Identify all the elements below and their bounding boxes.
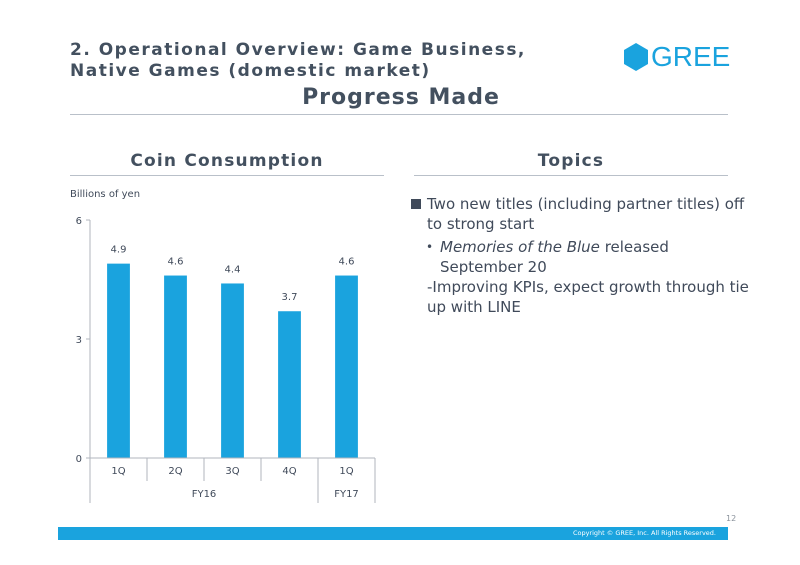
copyright: Copyright © GREE, Inc. All Rights Reserv… [572,529,716,537]
headline-text: Progress Made [302,85,500,110]
bar [335,275,358,458]
right-section-divider [414,175,728,176]
y-tick-label: 3 [76,335,82,346]
topics-list: Two new titles (including partner titles… [411,194,751,317]
hexagon-logo-icon [624,43,648,71]
topic-sub-text: Memories of the Blue released September … [440,237,751,277]
header-divider [70,114,728,115]
topic-sub-rest: released September 20 [440,238,669,276]
group-label: FY17 [334,489,359,500]
gree-logo: GREE [623,40,730,74]
group-label: FY16 [192,489,217,500]
data-label: 4.9 [111,245,127,256]
data-label: 4.4 [225,264,241,275]
slide-title-line-1: 2. Operational Overview: Game Business, [70,40,526,60]
topics-title: Topics [537,151,605,171]
coin-consumption-title: Coin Consumption [130,151,324,171]
data-label: 3.7 [282,292,298,303]
x-tick-label: 4Q [282,466,296,477]
x-tick-label: 1Q [339,466,353,477]
topic-note: -Improving KPIs, expect growth through t… [427,278,749,316]
y-tick-label: 0 [76,454,82,465]
dot-bullet-icon: • [426,240,434,254]
left-section-divider [70,175,384,176]
slide-title: 2. Operational Overview: Game Business, … [70,40,590,82]
logo-text: GREE [651,41,731,72]
x-tick-label: 3Q [225,466,239,477]
x-tick-label: 1Q [111,466,125,477]
chart-unit-label: Billions of yen [70,189,141,200]
data-label: 4.6 [339,257,355,268]
bar [107,263,130,458]
square-bullet-icon [411,199,421,209]
game-title: Memories of the Blue [440,238,600,256]
topic-main-text: Two new titles (including partner titles… [427,195,745,233]
data-label: 4.6 [168,257,184,268]
slide-title-line-2: Native Games (domestic market) [70,61,431,81]
coin-consumption-chart: 0 3 6 4.9 4.6 4.4 3.7 4.6 1Q 2Q 3Q 4Q 1Q FY16 FY17 [76,216,376,503]
page-number: 12 [726,514,737,523]
bar [278,311,301,458]
bar [221,283,244,458]
topic-item: Two new titles (including partner titles… [411,194,751,234]
topic-sub-item: • Memories of the Blue released Septembe… [426,237,751,277]
footer-bar: Copyright © GREE, Inc. All Rights Reserv… [58,527,728,540]
y-tick-label: 6 [76,216,82,227]
x-tick-label: 2Q [168,466,182,477]
bar [164,275,187,458]
headline: Progress Made [0,85,800,110]
